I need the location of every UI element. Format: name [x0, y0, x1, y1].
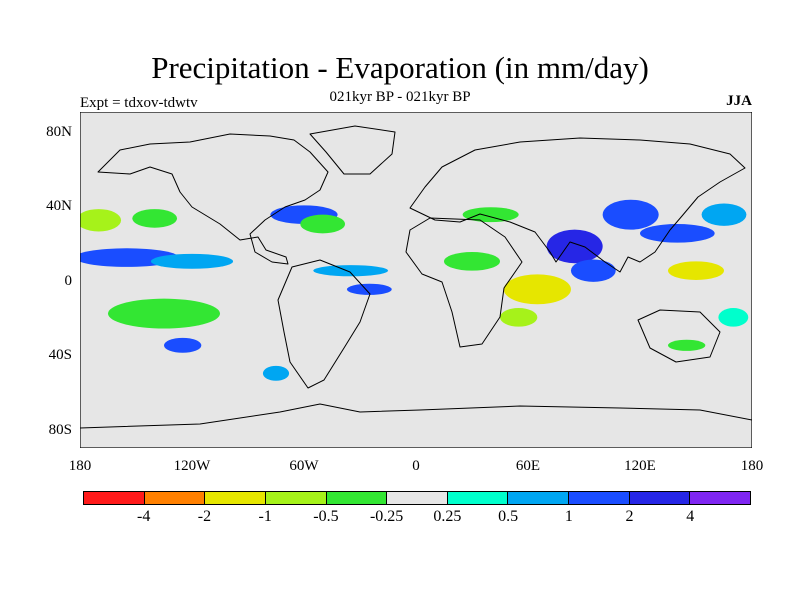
field-anomaly [546, 229, 603, 264]
field-anomaly [444, 252, 500, 271]
x-tick-120e: 120E [624, 458, 656, 474]
field-anomaly [570, 259, 616, 282]
colorbar-box [447, 492, 509, 504]
field-anomaly [462, 207, 519, 223]
field-anomaly [640, 224, 715, 243]
coastline-australia [637, 309, 721, 363]
colorbar-label: 0.25 [433, 508, 462, 525]
map-title: Precipitation - Evaporation (in mm/day) [151, 50, 649, 85]
colorbar-box [629, 492, 691, 504]
colorbar-box [144, 492, 206, 504]
colorbar-box [326, 492, 388, 504]
y-tick-0: 0 [64, 273, 73, 289]
field-anomaly [262, 365, 290, 381]
field-anomaly [108, 298, 220, 329]
colorbar-label: -0.25 [369, 508, 404, 525]
y-tick-80n: 80N [46, 124, 72, 140]
colorbar-box [569, 492, 630, 504]
season-label: JJA [726, 93, 752, 109]
colorbar-box [205, 492, 266, 504]
x-tick-60e: 60E [515, 458, 541, 474]
field-anomaly [132, 209, 178, 228]
colorbar-label: -1 [258, 508, 272, 525]
colorbar-label: -0.5 [313, 508, 339, 525]
coastlines [80, 125, 752, 429]
field-anomaly [346, 283, 392, 295]
x-tick-120w: 120W [173, 458, 211, 474]
colorbar-box [387, 492, 448, 504]
map-background [80, 112, 752, 448]
x-tick-180w: 180 [68, 458, 92, 474]
colorbar-box [84, 492, 145, 504]
coastline-north-america [97, 133, 329, 265]
x-tick-0: 0 [412, 458, 420, 474]
experiment-label: Expt = tdxov-tdwtv [80, 95, 198, 111]
map-subtitle: 021kyr BP - 021kyr BP [329, 89, 471, 105]
field-anomaly [300, 214, 346, 234]
colorbar-box [690, 492, 751, 504]
y-tick-40n: 40N [46, 198, 72, 214]
colorbar-label: -2 [197, 508, 212, 525]
field-anomaly [164, 337, 202, 353]
colorbar-label: 0.5 [498, 508, 519, 525]
field-anomaly [150, 253, 234, 269]
colorbar-box [265, 492, 327, 504]
coastline-africa [405, 217, 523, 348]
field-anomaly [80, 209, 122, 232]
field-layer [80, 199, 749, 381]
field-anomaly [313, 265, 388, 277]
field-anomaly [668, 261, 724, 280]
colorbar-label: 2 [625, 508, 634, 525]
map-plot [80, 112, 752, 448]
x-tick-60w: 60W [289, 458, 319, 474]
field-anomaly [701, 203, 747, 226]
colorbar-label: 4 [686, 508, 695, 525]
coastline-south-america [277, 259, 371, 389]
colorbar-box [508, 492, 570, 504]
colorbar [83, 491, 751, 505]
field-anomaly [503, 274, 571, 305]
field-anomaly [602, 199, 659, 230]
y-tick-40s: 40S [48, 347, 72, 363]
y-tick-80s: 80S [48, 422, 72, 438]
x-tick-180e: 180 [740, 458, 764, 474]
field-anomaly [500, 308, 538, 327]
field-anomaly [668, 339, 706, 351]
coastline-eurasia [409, 137, 746, 273]
map-panel [80, 112, 752, 448]
coastline-antarctica [80, 403, 752, 429]
coastline-greenland [309, 125, 396, 175]
field-anomaly [718, 308, 749, 327]
colorbar-label: 1 [564, 508, 573, 525]
colorbar-label: -4 [137, 508, 151, 525]
